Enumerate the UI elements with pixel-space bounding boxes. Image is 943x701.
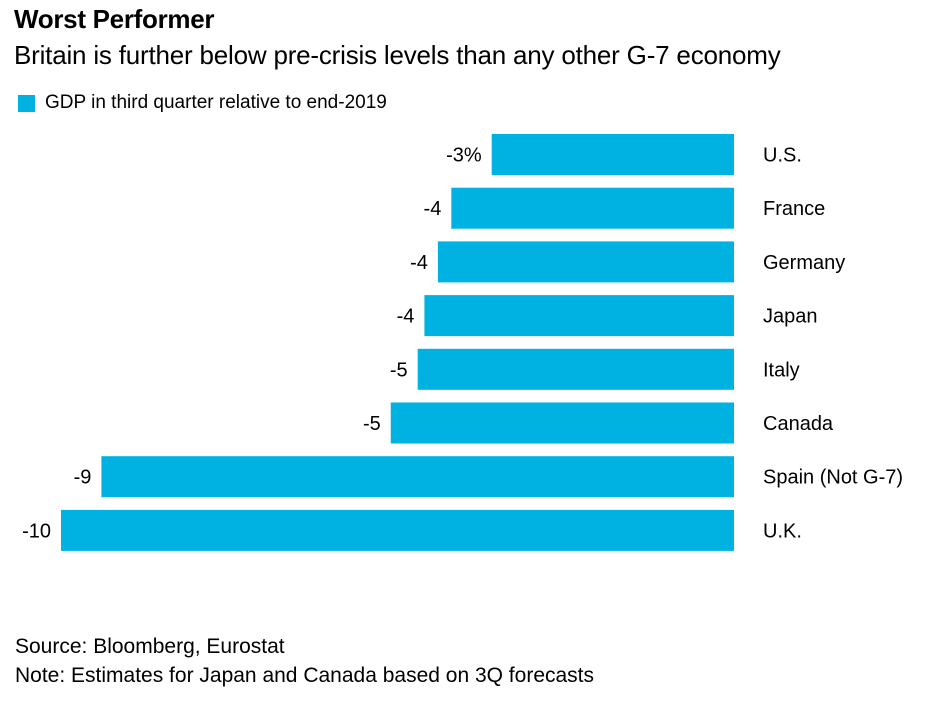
category-label: France: [763, 198, 825, 220]
data-label: -9: [74, 467, 92, 489]
category-label: Spain (Not G-7): [763, 467, 903, 489]
data-label: -3%: [446, 145, 482, 167]
legend-swatch: [18, 94, 35, 112]
category-label: U.K.: [763, 520, 802, 542]
category-label: Japan: [763, 306, 818, 328]
bar-france: [451, 187, 734, 229]
data-label: -10: [22, 520, 51, 542]
legend-label: GDP in third quarter relative to end-201…: [45, 92, 387, 113]
bar-spain-not-g-7: [101, 456, 734, 498]
bar-germany: [437, 241, 734, 283]
bar-canada: [390, 402, 734, 444]
data-label: -5: [390, 359, 408, 381]
data-label: -5: [363, 413, 381, 435]
category-label: Germany: [763, 252, 845, 274]
data-label: -4: [397, 306, 415, 328]
category-label: U.S.: [763, 145, 802, 167]
chart-subtitle: Britain is further below pre-crisis leve…: [14, 40, 781, 70]
source-text: Source: Bloomberg, Eurostat: [15, 635, 285, 658]
note-text: Note: Estimates for Japan and Canada bas…: [15, 664, 595, 687]
data-label: -4: [424, 198, 442, 220]
category-label: Italy: [763, 359, 800, 381]
data-label: -4: [410, 252, 428, 274]
category-label: Canada: [763, 413, 834, 435]
chart-title: Worst Performer: [14, 4, 215, 34]
chart-footer: Source: Bloomberg, Eurostat Note: Estima…: [15, 632, 594, 690]
bar-italy: [417, 348, 734, 390]
bar-u-s: [491, 134, 734, 175]
legend: GDP in third quarter relative to end-201…: [18, 92, 387, 114]
bar-japan: [424, 295, 734, 337]
bar-u-k: [61, 509, 734, 551]
